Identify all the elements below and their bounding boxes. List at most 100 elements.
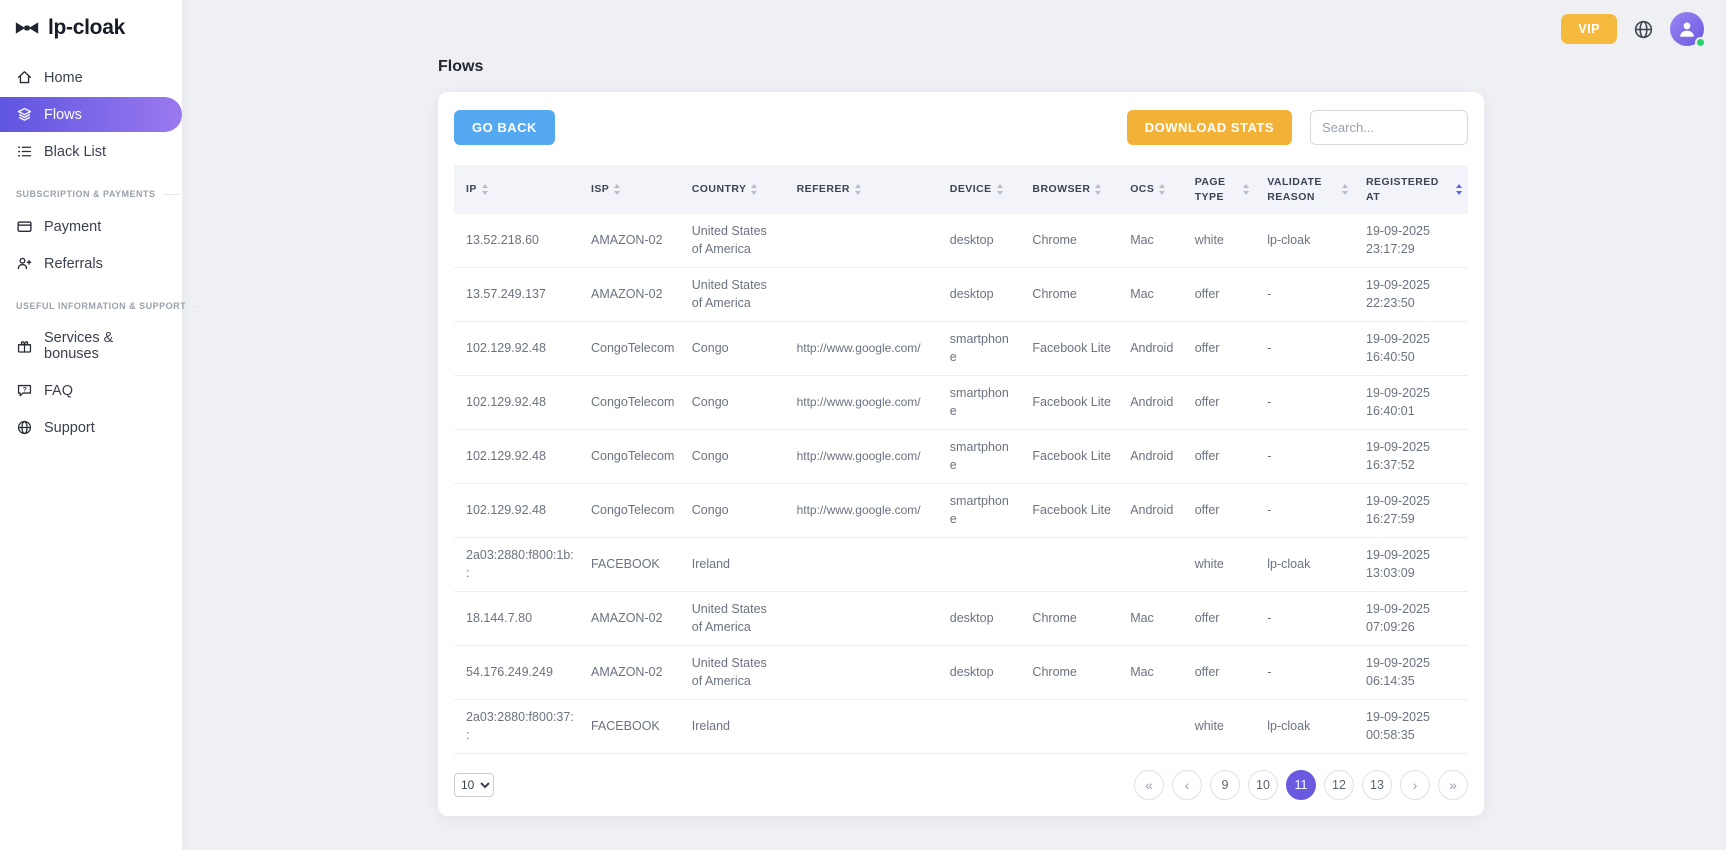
cell-validate-reason: - — [1255, 375, 1355, 431]
pagination-bar: 10 « ‹ 9 10 11 12 13 › » — [454, 770, 1468, 801]
cell-device — [937, 537, 1021, 593]
pagination-first-button[interactable]: « — [1134, 770, 1164, 801]
download-stats-button[interactable]: DOWNLOAD STATS — [1126, 110, 1292, 145]
cell-page-type: offer — [1182, 591, 1256, 647]
column-header-referer[interactable]: REFERER — [784, 165, 938, 215]
sidebar-item-faq[interactable]: ? FAQ — [0, 373, 182, 408]
cell-validate-reason: - — [1255, 645, 1355, 701]
cell-browser: Facebook Lite — [1020, 429, 1119, 485]
sidebar-item-black-list[interactable]: Black List — [0, 134, 182, 169]
column-header-ip[interactable]: IP — [454, 165, 579, 215]
cell-page-type: offer — [1182, 267, 1256, 323]
column-header-validate-reason[interactable]: VALIDATE REASON — [1255, 165, 1355, 215]
sidebar-item-flows[interactable]: Flows — [0, 97, 182, 132]
topbar: VIP — [182, 0, 1726, 58]
cell-ip: 13.57.249.137 — [454, 267, 579, 323]
cell-referer — [784, 267, 938, 323]
column-header-country[interactable]: COUNTRY — [679, 165, 785, 215]
cell-registered-at: 19-09-2025 16:37:52 — [1354, 429, 1468, 485]
column-header-isp[interactable]: ISP — [578, 165, 680, 215]
go-back-button[interactable]: GO BACK — [454, 110, 555, 145]
sort-icon — [996, 184, 1003, 195]
cell-ocs — [1118, 699, 1183, 755]
cell-page-type: offer — [1182, 645, 1256, 701]
column-header-page-type[interactable]: PAGE TYPE — [1182, 165, 1256, 215]
pagination-last-button[interactable]: » — [1438, 770, 1468, 801]
credit-card-icon — [16, 218, 33, 235]
sidebar-item-label: Black List — [44, 143, 107, 160]
page-title: Flows — [438, 58, 484, 75]
cell-country: United States of America — [679, 591, 785, 647]
pagination-page-13[interactable]: 13 — [1362, 770, 1392, 801]
sidebar-item-label: Home — [44, 69, 83, 86]
pagination-page-10[interactable]: 10 — [1248, 770, 1278, 801]
cell-registered-at: 19-09-2025 23:17:29 — [1354, 214, 1468, 269]
sort-icon — [751, 184, 758, 195]
cell-browser: Chrome — [1020, 591, 1119, 647]
cell-browser: Chrome — [1020, 645, 1119, 701]
cell-ocs: Android — [1118, 375, 1183, 431]
cell-validate-reason: - — [1255, 429, 1355, 485]
table-header-row: IP ISP COUNTRY REFERER DEVICE BROWSER OC… — [454, 165, 1468, 215]
sort-icon — [614, 184, 621, 195]
sort-icon-active — [1456, 184, 1462, 195]
column-header-registered-at[interactable]: REGISTERED AT — [1354, 165, 1468, 215]
column-header-device[interactable]: DEVICE — [937, 165, 1021, 215]
cell-ocs: Mac — [1118, 214, 1183, 269]
cell-registered-at: 19-09-2025 22:23:50 — [1354, 267, 1468, 323]
sidebar-item-label: Support — [44, 419, 95, 436]
cell-ip: 102.129.92.48 — [454, 429, 579, 485]
sidebar-item-services-bonuses[interactable]: Services & bonuses — [0, 321, 182, 371]
cell-country: United States of America — [679, 214, 785, 269]
pagination-page-12[interactable]: 12 — [1324, 770, 1354, 801]
cell-ocs: Android — [1118, 429, 1183, 485]
cell-ip: 102.129.92.48 — [454, 321, 579, 377]
cell-device: smartphone — [937, 375, 1021, 431]
cell-isp: CongoTelecom — [578, 321, 680, 377]
cell-device: smartphone — [937, 483, 1021, 539]
sort-icon — [854, 184, 861, 195]
table-row: 102.129.92.48 CongoTelecom Congo http://www… — [454, 429, 1468, 485]
cell-referer — [784, 699, 938, 755]
language-globe-icon[interactable] — [1633, 19, 1654, 40]
cell-registered-at: 19-09-2025 13:03:09 — [1354, 537, 1468, 593]
cell-validate-reason: lp-cloak — [1255, 699, 1355, 755]
pagination-prev-button[interactable]: ‹ — [1172, 770, 1202, 801]
column-header-ocs[interactable]: OCS — [1118, 165, 1183, 215]
cell-country: United States of America — [679, 645, 785, 701]
flows-table: IP ISP COUNTRY REFERER DEVICE BROWSER OC… — [454, 165, 1468, 755]
cell-browser: Chrome — [1020, 214, 1119, 269]
search-input[interactable] — [1310, 110, 1468, 145]
cell-page-type: offer — [1182, 429, 1256, 485]
list-icon — [16, 143, 33, 160]
cell-isp: AMAZON-02 — [578, 214, 680, 269]
pagination-next-button[interactable]: › — [1400, 770, 1430, 801]
cell-browser: Facebook Lite — [1020, 483, 1119, 539]
pagination-page-9[interactable]: 9 — [1210, 770, 1240, 801]
vip-button[interactable]: VIP — [1561, 14, 1617, 44]
avatar[interactable] — [1670, 12, 1706, 48]
sidebar-item-referrals[interactable]: Referrals — [0, 246, 182, 281]
sidebar-item-payment[interactable]: Payment — [0, 209, 182, 244]
flows-card: GO BACK DOWNLOAD STATS IP ISP COUNTRY RE… — [438, 92, 1484, 817]
cell-validate-reason: - — [1255, 483, 1355, 539]
sidebar-section-subscription: SUBSCRIPTION & PAYMENTS — [0, 171, 182, 207]
cell-device: desktop — [937, 645, 1021, 701]
pagination-pages: « ‹ 9 10 11 12 13 › » — [1134, 770, 1468, 801]
cell-registered-at: 19-09-2025 16:27:59 — [1354, 483, 1468, 539]
sidebar-item-home[interactable]: Home — [0, 60, 182, 95]
table-row: 2a03:2880:f800:37:: FACEBOOK Ireland white l… — [454, 699, 1468, 755]
column-header-browser[interactable]: BROWSER — [1020, 165, 1119, 215]
logo: lp-cloak — [0, 0, 182, 58]
flows-layers-icon — [16, 106, 33, 123]
faq-bubble-icon: ? — [16, 382, 33, 399]
cell-referer — [784, 214, 938, 269]
sidebar-item-label: Flows — [44, 106, 82, 123]
sidebar-item-support[interactable]: Support — [0, 410, 182, 445]
cell-device: desktop — [937, 591, 1021, 647]
sidebar-section-support: USEFUL INFORMATION & SUPPORT — [0, 283, 186, 319]
pagination-page-11-active[interactable]: 11 — [1286, 770, 1316, 801]
cell-isp: AMAZON-02 — [578, 267, 680, 323]
page-size-select[interactable]: 10 — [454, 773, 494, 798]
cell-referer — [784, 645, 938, 701]
